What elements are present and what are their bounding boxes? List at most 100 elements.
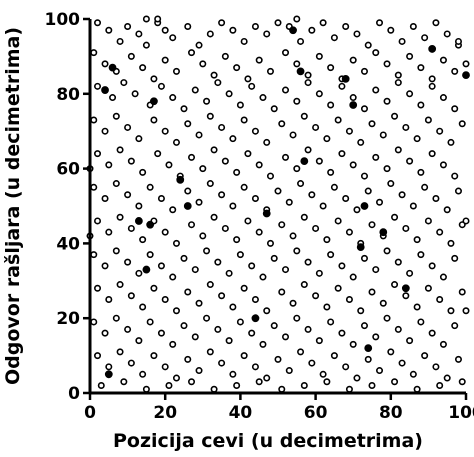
open-data-point xyxy=(302,383,307,388)
open-data-point xyxy=(332,35,337,40)
open-data-point xyxy=(163,57,168,62)
open-data-point xyxy=(441,342,446,347)
open-data-point xyxy=(253,129,258,134)
filled-data-point xyxy=(402,285,409,292)
open-data-point xyxy=(245,218,250,223)
open-data-point xyxy=(211,215,216,220)
open-data-point xyxy=(181,256,186,261)
open-data-point xyxy=(102,61,107,66)
x-tick-label: 0 xyxy=(84,403,96,423)
open-data-point xyxy=(339,263,344,268)
open-data-point xyxy=(166,162,171,167)
open-data-point xyxy=(215,259,220,264)
open-data-point xyxy=(144,42,149,47)
open-data-point xyxy=(234,237,239,242)
open-data-point xyxy=(384,166,389,171)
open-data-point xyxy=(290,301,295,306)
open-data-point xyxy=(257,57,262,62)
open-data-point xyxy=(381,132,386,137)
open-data-point xyxy=(275,188,280,193)
open-data-point xyxy=(140,170,145,175)
open-data-point xyxy=(95,218,100,223)
open-data-point xyxy=(106,364,111,369)
open-data-point xyxy=(147,319,152,324)
open-data-point xyxy=(129,360,134,365)
open-data-point xyxy=(294,61,299,66)
open-data-point xyxy=(211,387,216,392)
open-data-point xyxy=(437,297,442,302)
open-data-point xyxy=(347,297,352,302)
open-data-point xyxy=(294,16,299,21)
open-data-point xyxy=(279,387,284,392)
open-data-point xyxy=(452,256,457,261)
open-data-point xyxy=(230,304,235,309)
y-axis-title: Odgovor rašljara (u decimetrima) xyxy=(2,27,24,385)
open-data-point xyxy=(106,229,111,234)
open-data-point xyxy=(117,39,122,44)
open-data-point xyxy=(249,330,254,335)
open-data-point xyxy=(257,229,262,234)
open-data-point xyxy=(223,158,228,163)
open-data-point xyxy=(460,121,465,126)
open-data-point xyxy=(125,125,130,130)
open-data-point xyxy=(414,387,419,392)
open-data-point xyxy=(129,54,134,59)
filled-data-point xyxy=(177,176,184,183)
open-data-point xyxy=(422,353,427,358)
open-data-point xyxy=(110,95,115,100)
open-data-point xyxy=(200,61,205,66)
open-data-point xyxy=(196,200,201,205)
y-tick-label: 40 xyxy=(56,234,80,254)
open-data-point xyxy=(219,192,224,197)
open-data-point xyxy=(366,357,371,362)
open-data-point xyxy=(219,20,224,25)
open-data-point xyxy=(283,334,288,339)
open-data-point xyxy=(208,181,213,186)
open-data-point xyxy=(422,185,427,190)
open-data-point xyxy=(407,54,412,59)
open-data-point xyxy=(91,252,96,257)
open-data-point xyxy=(95,353,100,358)
open-data-point xyxy=(418,102,423,107)
open-data-point xyxy=(140,304,145,309)
filled-data-point xyxy=(102,87,109,94)
open-data-point xyxy=(125,192,130,197)
open-data-point xyxy=(396,147,401,152)
open-data-point xyxy=(241,185,246,190)
open-data-point xyxy=(268,241,273,246)
open-data-point xyxy=(362,106,367,111)
open-data-point xyxy=(260,342,265,347)
open-data-point xyxy=(99,383,104,388)
open-data-point xyxy=(448,308,453,313)
open-data-point xyxy=(335,117,340,122)
open-data-point xyxy=(196,301,201,306)
filled-data-point xyxy=(380,229,387,236)
open-data-point xyxy=(351,95,356,100)
open-data-point xyxy=(429,84,434,89)
open-data-point xyxy=(245,76,250,81)
open-data-point xyxy=(339,151,344,156)
filled-data-point xyxy=(184,203,191,210)
open-data-point xyxy=(272,106,277,111)
open-data-point xyxy=(437,129,442,134)
open-data-point xyxy=(343,196,348,201)
open-data-point xyxy=(117,282,122,287)
open-data-point xyxy=(373,87,378,92)
open-data-point xyxy=(140,372,145,377)
open-data-point xyxy=(215,327,220,332)
open-data-point xyxy=(448,241,453,246)
open-data-point xyxy=(151,76,156,81)
open-data-point xyxy=(185,188,190,193)
open-data-point xyxy=(95,20,100,25)
x-tick-label: 100 xyxy=(448,403,474,423)
y-tick-label: 80 xyxy=(56,85,80,105)
open-data-point xyxy=(441,274,446,279)
open-data-point xyxy=(163,28,168,33)
open-data-point xyxy=(298,349,303,354)
filled-data-point xyxy=(365,345,372,352)
open-data-point xyxy=(384,61,389,66)
open-data-point xyxy=(91,185,96,190)
open-data-point xyxy=(422,35,427,40)
open-data-point xyxy=(136,136,141,141)
